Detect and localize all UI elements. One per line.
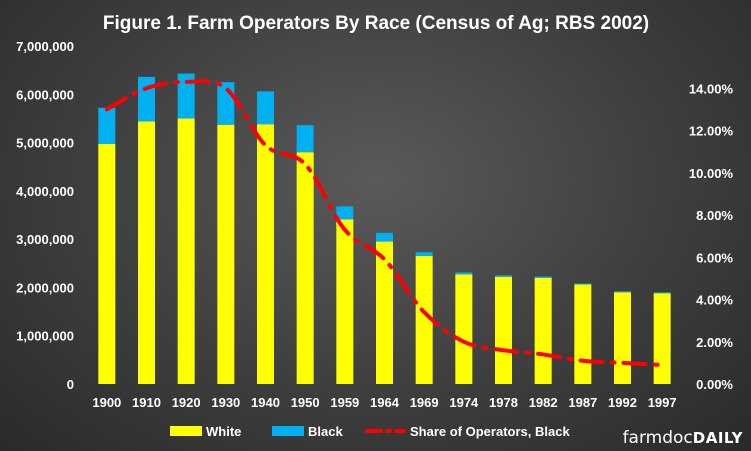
bar-black-1950 bbox=[296, 125, 314, 153]
x-axis: 1900 1910 1920 1930 1940 1950 1959 1964 1969 1974… bbox=[92, 395, 676, 410]
legend-label-share: Share of Operators, Black bbox=[410, 424, 570, 439]
bar-white-1997 bbox=[653, 293, 671, 384]
bar-black-1997 bbox=[653, 292, 671, 294]
bar-white-1940 bbox=[257, 124, 274, 385]
x-tick-label: 1997 bbox=[648, 395, 677, 410]
logo-part-daily: DAILY bbox=[692, 429, 743, 447]
x-tick-label: 1969 bbox=[410, 395, 439, 410]
bar-white-1992 bbox=[614, 292, 631, 384]
right-tick-label: 8.00% bbox=[696, 208, 733, 223]
left-tick-label: 2,000,000 bbox=[16, 280, 74, 295]
logo-part-farmdoc: farmdoc bbox=[622, 428, 693, 448]
left-y-axis: 0 1,000,000 2,000,000 3,000,000 4,000,000 5,0… bbox=[16, 39, 74, 392]
x-tick-label: 1900 bbox=[92, 395, 121, 410]
bar-black-1964 bbox=[376, 232, 393, 242]
bar-white-1978 bbox=[495, 276, 512, 384]
bar-white-1900 bbox=[98, 144, 116, 384]
bar-white-1969 bbox=[415, 256, 433, 384]
x-tick-label: 1910 bbox=[132, 395, 161, 410]
bar-white-1974 bbox=[455, 274, 473, 384]
left-tick-label: 7,000,000 bbox=[16, 39, 74, 54]
x-tick-label: 1978 bbox=[489, 395, 518, 410]
bar-white-1950 bbox=[296, 152, 314, 384]
legend-label-black: Black bbox=[308, 424, 343, 439]
right-tick-label: 6.00% bbox=[696, 250, 733, 265]
bar-black-1959 bbox=[336, 206, 354, 220]
right-tick-label: 12.00% bbox=[689, 124, 734, 139]
bar-black-1992 bbox=[614, 291, 631, 293]
x-tick-label: 1982 bbox=[529, 395, 558, 410]
legend-swatch-black bbox=[272, 426, 304, 436]
bar-black-1969 bbox=[415, 252, 433, 257]
bar-white-1920 bbox=[177, 118, 195, 384]
left-tick-label: 0 bbox=[67, 377, 74, 392]
bar-series bbox=[98, 73, 671, 385]
bar-white-1910 bbox=[138, 121, 155, 384]
x-tick-label: 1992 bbox=[608, 395, 637, 410]
x-tick-label: 1950 bbox=[291, 395, 320, 410]
left-tick-label: 4,000,000 bbox=[16, 184, 74, 199]
x-tick-label: 1987 bbox=[568, 395, 597, 410]
right-tick-label: 0.00% bbox=[696, 377, 733, 392]
bar-white-1930 bbox=[217, 124, 235, 384]
chart-title: Figure 1. Farm Operators By Race (Census… bbox=[103, 13, 649, 34]
left-tick-label: 6,000,000 bbox=[16, 87, 74, 102]
farmdoc-daily-logo: farmdocDAILY bbox=[623, 428, 743, 448]
bar-black-1930 bbox=[217, 82, 235, 125]
bar-white-1964 bbox=[376, 241, 393, 384]
legend-label-white: White bbox=[206, 424, 241, 439]
left-tick-label: 1,000,000 bbox=[16, 329, 74, 344]
bar-black-1900 bbox=[98, 107, 116, 145]
right-y-axis: 0.00% 2.00% 4.00% 6.00% 8.00% 10.00% 12.00% 14.… bbox=[689, 81, 734, 392]
x-tick-label: 1940 bbox=[251, 395, 280, 410]
bar-black-1987 bbox=[574, 283, 592, 285]
bar-black-1910 bbox=[138, 76, 155, 122]
bar-black-1978 bbox=[495, 275, 512, 277]
x-tick-label: 1930 bbox=[211, 395, 240, 410]
bar-white-1982 bbox=[534, 277, 552, 384]
legend: White Black Share of Operators, Black bbox=[170, 424, 570, 439]
bar-black-1940 bbox=[257, 91, 274, 125]
right-tick-label: 10.00% bbox=[689, 166, 734, 181]
bar-black-1920 bbox=[177, 73, 195, 119]
bar-black-1982 bbox=[534, 276, 552, 278]
share-black-line bbox=[104, 79, 665, 367]
right-tick-label: 14.00% bbox=[689, 81, 734, 96]
bar-white-1959 bbox=[336, 219, 354, 384]
x-tick-label: 1974 bbox=[449, 395, 479, 410]
bar-white-1987 bbox=[574, 284, 592, 384]
legend-swatch-white bbox=[170, 426, 202, 436]
line-series bbox=[104, 79, 665, 367]
right-tick-label: 4.00% bbox=[696, 293, 733, 308]
left-tick-label: 5,000,000 bbox=[16, 136, 74, 151]
right-tick-label: 2.00% bbox=[696, 335, 733, 350]
x-tick-label: 1964 bbox=[370, 395, 400, 410]
left-tick-label: 3,000,000 bbox=[16, 232, 74, 247]
x-tick-label: 1920 bbox=[172, 395, 201, 410]
x-tick-label: 1959 bbox=[330, 395, 359, 410]
bar-black-1974 bbox=[455, 272, 473, 275]
